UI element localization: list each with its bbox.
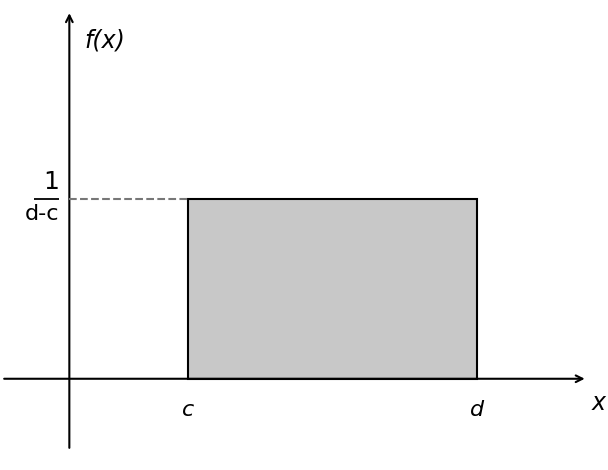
Text: 1: 1 <box>43 170 59 194</box>
Text: f(x): f(x) <box>85 28 125 52</box>
Text: c: c <box>182 400 195 420</box>
Text: d-c: d-c <box>25 204 59 225</box>
Bar <box>188 199 477 379</box>
Text: x: x <box>592 392 606 415</box>
Text: d: d <box>470 400 484 420</box>
